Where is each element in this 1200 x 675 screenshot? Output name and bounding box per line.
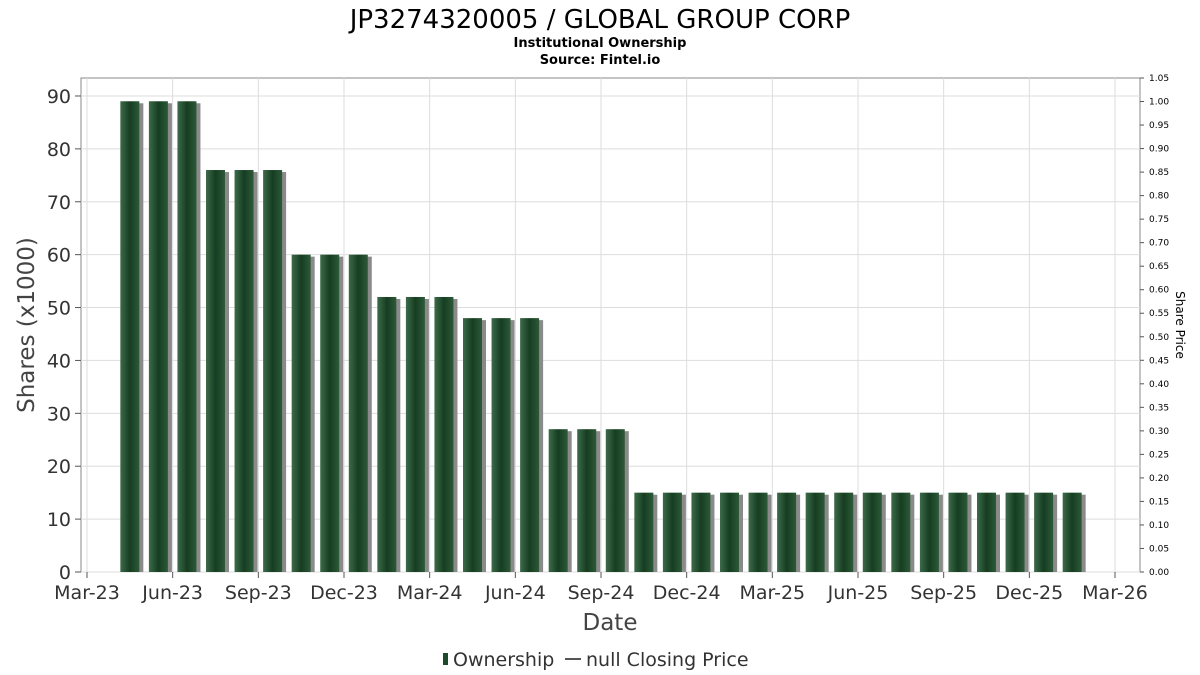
chart-title: JP3274320005 / GLOBAL GROUP CORP: [348, 5, 851, 35]
ownership-bar: [948, 492, 968, 572]
x-tick-label: Jun-24: [484, 582, 546, 604]
ownership-bar: [206, 170, 225, 573]
y2-axis-label: Share Price: [1173, 291, 1187, 359]
y2-tick-label: 0.25: [1149, 450, 1169, 460]
ownership-bar: [234, 170, 254, 573]
x-axis-ticks: Mar-23 Jun-23 Sep-23 Dec-23 Mar-24 Jun-24 Sep-…: [54, 572, 1148, 604]
ownership-bar: [748, 492, 768, 572]
x-tick-label: Jun-25: [827, 582, 889, 604]
ownership-bar: [834, 492, 854, 572]
ownership-bar: [1005, 492, 1025, 572]
y-axis-ticks: 0 10 20 30 40 50 60 70 80 90: [47, 86, 81, 584]
legend-ownership-swatch: [443, 653, 448, 665]
x-tick-label: Jun-23: [141, 582, 203, 604]
ownership-bar: [662, 492, 682, 572]
bars-group: [120, 101, 1086, 573]
ownership-bar: [291, 254, 311, 572]
ownership-bar: [634, 492, 654, 572]
ownership-bar: [120, 101, 140, 573]
ownership-bar: [977, 492, 996, 572]
y-tick-label: 80: [47, 139, 71, 161]
y2-tick-label: 0.10: [1149, 521, 1169, 531]
ownership-bar: [491, 318, 511, 572]
ownership-bar: [177, 101, 197, 573]
y-tick-label: 70: [47, 192, 71, 214]
ownership-bar: [720, 492, 739, 572]
ownership-bar: [891, 492, 911, 572]
ownership-bar: [405, 296, 425, 572]
ownership-bar: [919, 492, 939, 572]
chart-subtitle: Institutional Ownership: [514, 36, 687, 51]
x-tick-label: Sep-23: [225, 582, 292, 604]
y2-tick-label: 1.05: [1149, 74, 1169, 84]
y2-tick-label: 0.65: [1149, 262, 1169, 272]
ownership-bar: [348, 254, 368, 572]
y2-tick-label: 0.20: [1149, 474, 1169, 484]
chart-source: Source: Fintel.io: [540, 53, 661, 68]
y-tick-label: 30: [47, 403, 71, 425]
legend-price-label: null Closing Price: [586, 649, 749, 671]
y2-tick-label: 0.70: [1149, 239, 1169, 249]
x-tick-label: Sep-24: [568, 582, 635, 604]
ownership-bar: [1062, 492, 1082, 572]
legend: Ownership null Closing Price: [443, 649, 749, 671]
y2-tick-label: 0.85: [1149, 168, 1169, 178]
y-tick-label: 0: [59, 562, 71, 584]
ownership-bar: [1034, 492, 1054, 572]
x-axis-label: Date: [583, 610, 638, 636]
y2-tick-label: 0.50: [1149, 333, 1169, 343]
ownership-bar: [577, 429, 597, 572]
y2-tick-label: 0.05: [1149, 544, 1169, 554]
ownership-bar: [320, 254, 340, 572]
y2-axis-ticks: 0.00 0.05 0.10 0.15 0.20 0.25 0.30 0.35 0.40 0.45…: [1140, 74, 1169, 578]
legend-ownership-label: Ownership: [453, 649, 554, 671]
ownership-bar: [777, 492, 797, 572]
x-tick-label: Mar-26: [1082, 582, 1148, 604]
ownership-bar: [463, 318, 482, 572]
y-tick-label: 10: [47, 509, 71, 531]
ownership-bar: [434, 296, 454, 572]
y2-tick-label: 0.45: [1149, 356, 1169, 366]
x-tick-label: Sep-25: [910, 582, 977, 604]
ownership-bar: [805, 492, 825, 572]
ownership-bar: [605, 429, 625, 572]
y2-tick-label: 0.75: [1149, 215, 1169, 225]
x-tick-label: Dec-25: [995, 582, 1063, 604]
ownership-bar: [148, 101, 168, 573]
ownership-bar: [377, 296, 397, 572]
y2-tick-label: 0.15: [1149, 497, 1169, 507]
y-tick-label: 50: [47, 298, 71, 320]
ownership-bar: [691, 492, 711, 572]
ownership-bar: [862, 492, 882, 572]
ownership-bar: [263, 170, 283, 573]
y2-tick-label: 0.40: [1149, 380, 1169, 390]
y2-tick-label: 0.80: [1149, 192, 1169, 202]
x-tick-label: Mar-24: [397, 582, 463, 604]
y-tick-label: 60: [47, 245, 71, 267]
y2-tick-label: 0.90: [1149, 145, 1169, 155]
x-tick-label: Mar-25: [739, 582, 805, 604]
y2-tick-label: 0.35: [1149, 403, 1169, 413]
y2-tick-label: 0.55: [1149, 309, 1169, 319]
y2-tick-label: 0.60: [1149, 286, 1169, 296]
y2-tick-label: 0.30: [1149, 427, 1169, 437]
y-tick-label: 20: [47, 456, 71, 478]
y2-tick-label: 1.00: [1149, 98, 1169, 108]
y2-tick-label: 0.00: [1149, 568, 1169, 578]
y-tick-label: 40: [47, 350, 71, 372]
x-tick-label: Dec-24: [653, 582, 721, 604]
y-axis-label: Shares (x1000): [14, 237, 40, 413]
y-tick-label: 90: [47, 86, 71, 108]
x-tick-label: Dec-23: [310, 582, 378, 604]
ownership-bar: [520, 318, 540, 572]
x-tick-label: Mar-23: [54, 582, 120, 604]
ownership-bar: [548, 429, 568, 572]
y2-tick-label: 0.95: [1149, 121, 1169, 131]
